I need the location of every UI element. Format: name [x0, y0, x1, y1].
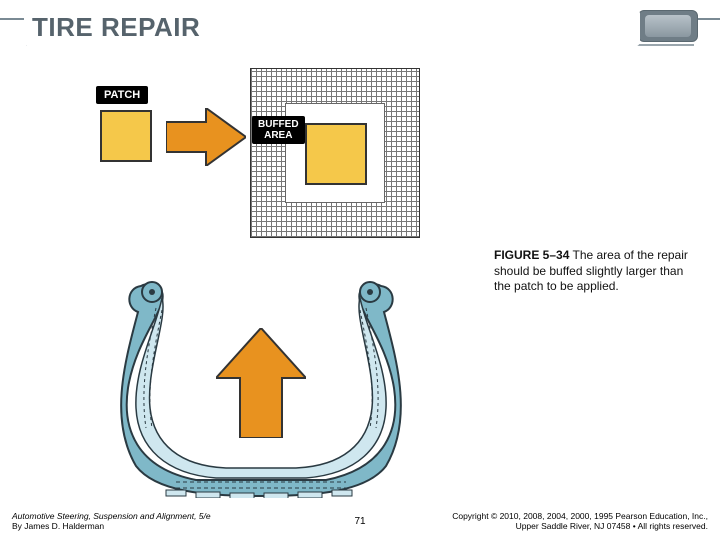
- footer-author: By James D. Halderman: [12, 521, 340, 531]
- footer-address: Upper Saddle River, NJ 07458 • All right…: [380, 521, 708, 531]
- arrow-right-icon: [166, 108, 246, 166]
- patch-label: PATCH: [96, 86, 148, 104]
- footer: Automotive Steering, Suspension and Alig…: [12, 506, 708, 536]
- buffed-area-label: BUFFED AREA: [252, 116, 305, 144]
- patch-on-grid: [305, 123, 367, 185]
- arrow-up-icon: [216, 328, 306, 438]
- slide: TIRE REPAIR PATCH BUFFED AREA FIGURE 5–3…: [0, 0, 720, 540]
- buffed-area-grid: [250, 68, 420, 238]
- footer-left: Automotive Steering, Suspension and Alig…: [12, 511, 340, 531]
- title-wrap: TIRE REPAIR: [24, 8, 640, 47]
- footer-right: Copyright © 2010, 2008, 2004, 2000, 1995…: [380, 511, 708, 531]
- patch-diagram: PATCH BUFFED AREA: [96, 86, 426, 256]
- caption-lead: FIGURE 5–34: [494, 248, 569, 262]
- content: PATCH BUFFED AREA FIGURE 5–34 The area o…: [26, 68, 694, 500]
- header: TIRE REPAIR: [0, 0, 720, 62]
- footer-book: Automotive Steering, Suspension and Alig…: [12, 511, 340, 521]
- tire-cross-section: [96, 268, 426, 498]
- figure-caption: FIGURE 5–34 The area of the repair shoul…: [494, 248, 694, 295]
- page-title: TIRE REPAIR: [32, 12, 632, 43]
- patch-square: [100, 110, 152, 162]
- footer-page: 71: [340, 516, 380, 527]
- header-cap-icon: [638, 10, 698, 42]
- footer-copyright: Copyright © 2010, 2008, 2004, 2000, 1995…: [380, 511, 708, 521]
